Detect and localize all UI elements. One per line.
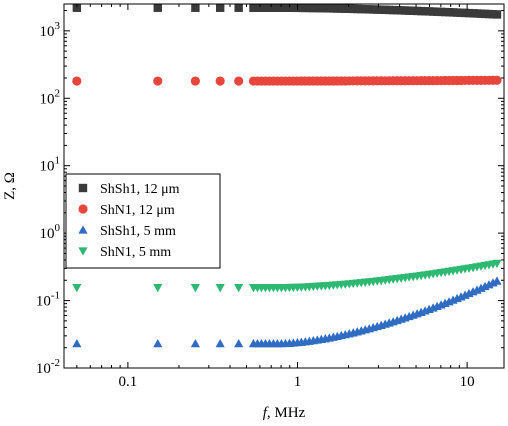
- series-4-point: [234, 284, 244, 293]
- legend-marker: [78, 225, 88, 234]
- legend-marker: [78, 183, 88, 193]
- data-markers: [72, 3, 502, 348]
- series-2-point: [153, 76, 163, 86]
- y-tick-label: 101: [40, 155, 61, 175]
- series-1-point: [72, 3, 82, 12]
- y-axis-label: Z, Ω: [2, 172, 18, 200]
- y-tick-label: 102: [40, 87, 61, 107]
- y-tick-label: 10-1: [36, 290, 60, 310]
- series-4-point: [215, 284, 225, 293]
- y-tick-label: 10-2: [36, 357, 60, 377]
- series-2-point: [190, 76, 200, 86]
- series-2-point: [234, 76, 244, 86]
- legend-label: ShN1, 12 μm: [100, 203, 175, 218]
- series-1-point: [234, 3, 243, 12]
- axes: 0.1 1 10 10-2 10-1 100 101 102 103: [36, 4, 504, 390]
- series-3-point: [72, 339, 82, 348]
- x-tick-label: 0.1: [119, 374, 138, 390]
- legend-label: ShSh1, 12 μm: [100, 182, 180, 197]
- series-2-point: [72, 76, 82, 86]
- series-2-point: [215, 76, 225, 86]
- series-4-point: [190, 284, 200, 293]
- series-3-point: [190, 339, 200, 348]
- x-tick-label: 10: [460, 374, 475, 390]
- series-4-point: [72, 284, 82, 293]
- series-4-point: [153, 284, 163, 293]
- legend: ShSh1, 12 μm ShN1, 12 μm ShSh1, 5 mm ShN1, …: [65, 173, 221, 269]
- y-tick-label: 103: [40, 20, 61, 40]
- legend-box: [65, 173, 221, 269]
- series-4-point: [492, 259, 502, 269]
- series-3-point: [234, 339, 244, 348]
- series-3-point: [153, 339, 163, 348]
- legend-label: ShN1, 5 mm: [100, 245, 171, 260]
- legend-label: ShSh1, 5 mm: [100, 224, 176, 239]
- x-axis-label: f, MHz: [263, 405, 306, 421]
- series-3-point: [492, 276, 502, 285]
- series-1-point: [191, 3, 200, 12]
- x-axis-label-unit: , MHz: [267, 405, 306, 421]
- series-1-point: [153, 3, 162, 12]
- legend-marker: [78, 204, 88, 214]
- x-axis-label-italic: f: [263, 405, 269, 421]
- series-2-point: [492, 75, 502, 85]
- series-1-point: [215, 3, 225, 12]
- legend-marker: [78, 247, 88, 256]
- y-tick-label: 100: [40, 222, 61, 242]
- series-1-point: [492, 10, 502, 19]
- series-3-point: [215, 339, 225, 348]
- x-tick-label: 1: [294, 374, 302, 390]
